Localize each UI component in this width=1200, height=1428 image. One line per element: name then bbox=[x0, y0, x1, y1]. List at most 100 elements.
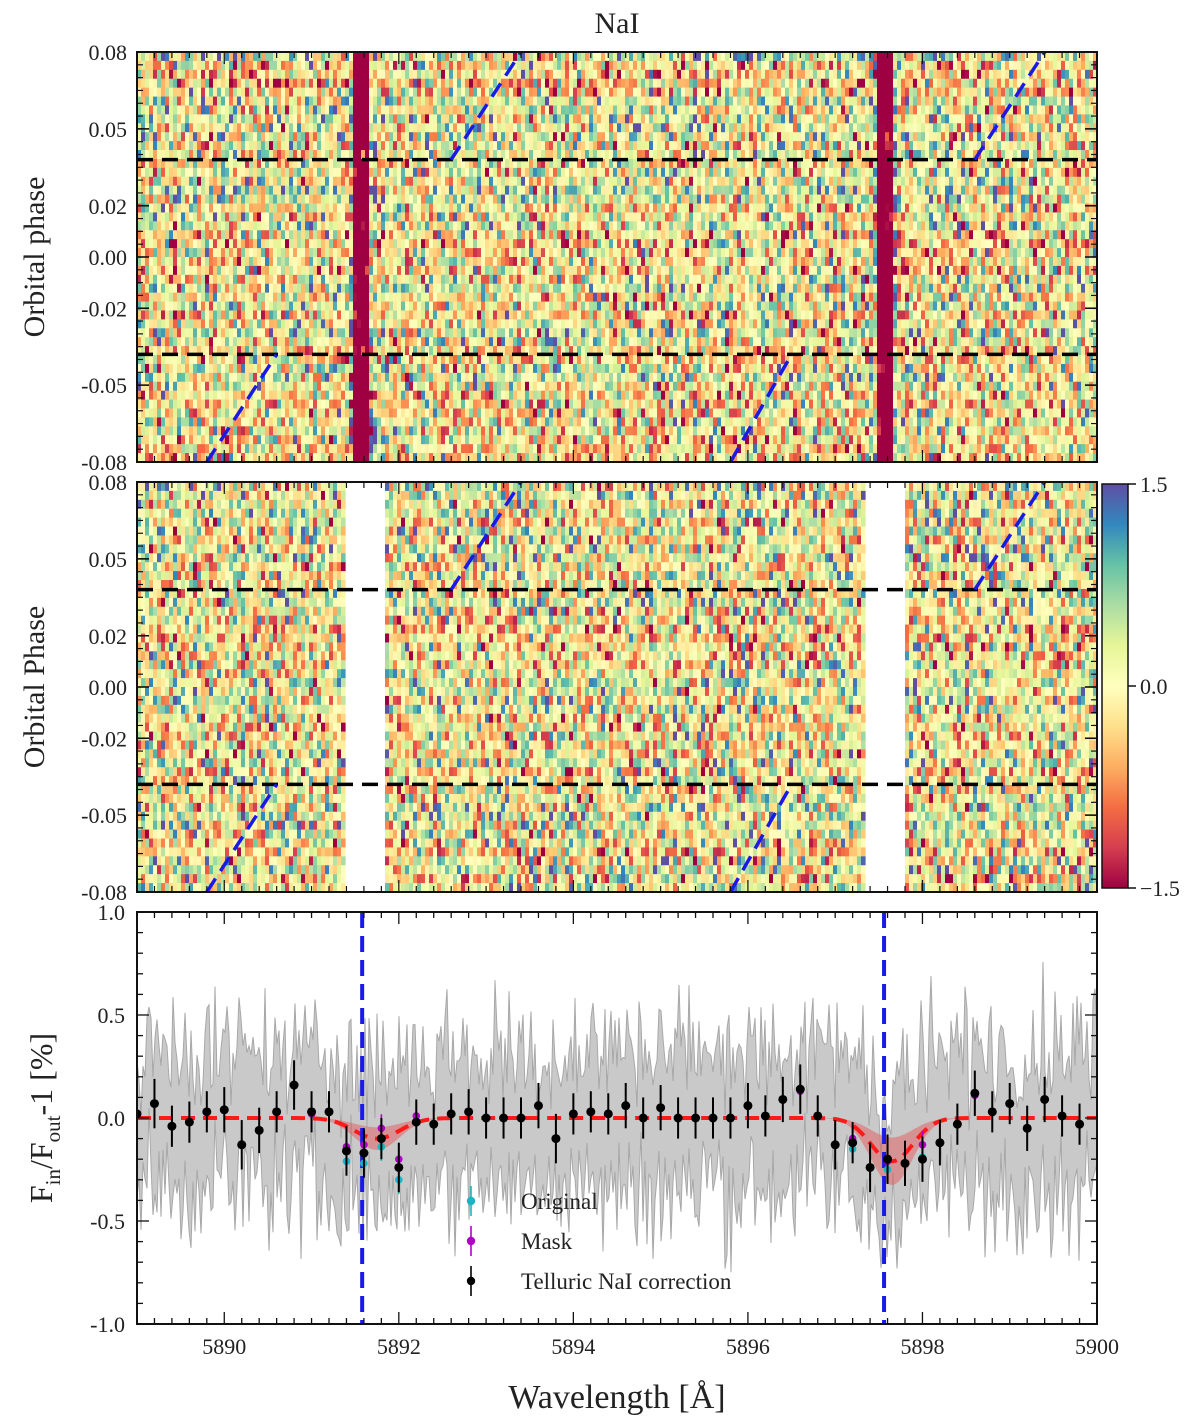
heatmap-cell bbox=[253, 52, 258, 62]
heatmap-cell bbox=[661, 96, 666, 107]
heatmap-cell bbox=[829, 176, 834, 187]
heatmap-cell bbox=[309, 60, 314, 71]
heatmap-cell bbox=[545, 221, 550, 231]
heatmap-cell bbox=[225, 150, 230, 160]
heatmap-cell bbox=[573, 96, 578, 107]
heatmap-cell bbox=[969, 176, 974, 187]
heatmap-cell bbox=[457, 150, 462, 160]
heatmap-cell bbox=[957, 123, 962, 133]
heatmap-cell bbox=[369, 87, 374, 98]
heatmap-cell bbox=[181, 60, 186, 71]
heatmap-cell bbox=[981, 176, 986, 187]
heatmap-cell bbox=[381, 123, 386, 133]
heatmap-cell bbox=[509, 150, 514, 160]
heatmap-cell bbox=[745, 176, 750, 187]
heatmap-cell bbox=[1089, 52, 1094, 62]
heatmap-cell bbox=[949, 212, 954, 222]
heatmap-cell bbox=[193, 221, 198, 231]
heatmap-cell bbox=[453, 69, 458, 80]
heatmap-cell bbox=[581, 158, 586, 169]
heatmap-cell bbox=[281, 78, 286, 89]
heatmap-cell bbox=[161, 52, 166, 62]
heatmap-cell bbox=[421, 87, 426, 98]
heatmap-cell bbox=[1057, 158, 1062, 169]
heatmap-cell bbox=[701, 203, 706, 214]
heatmap-cell bbox=[421, 78, 426, 89]
heatmap-cell bbox=[253, 132, 258, 142]
heatmap-cell bbox=[389, 123, 394, 133]
heatmap-cell bbox=[829, 96, 834, 107]
heatmap-cell bbox=[633, 69, 638, 80]
heatmap-cell bbox=[821, 52, 826, 62]
heatmap-cell bbox=[233, 194, 238, 205]
heatmap-cell bbox=[489, 87, 494, 98]
heatmap-cell bbox=[637, 158, 642, 169]
heatmap-cell bbox=[857, 132, 862, 142]
heatmap-cell bbox=[901, 167, 906, 178]
heatmap-cell bbox=[797, 203, 802, 214]
heatmap-cell bbox=[317, 69, 322, 80]
heatmap-cell bbox=[361, 185, 366, 196]
heatmap-cell bbox=[549, 96, 554, 107]
heatmap-cell bbox=[621, 230, 626, 240]
heatmap-cell bbox=[325, 150, 330, 160]
heatmap-cell bbox=[529, 203, 534, 214]
heatmap-cell bbox=[613, 114, 618, 124]
heatmap-cell bbox=[257, 123, 262, 133]
heatmap-cell bbox=[265, 105, 270, 115]
heatmap-cell bbox=[929, 167, 934, 178]
heatmap-cell bbox=[817, 87, 822, 98]
heatmap-cell bbox=[477, 167, 482, 178]
heatmap-cell bbox=[965, 167, 970, 178]
heatmap-cell bbox=[249, 114, 254, 124]
heatmap-cell bbox=[437, 158, 442, 169]
heatmap-cell bbox=[901, 141, 906, 151]
heatmap-cell bbox=[313, 141, 318, 151]
heatmap-cell bbox=[333, 114, 338, 124]
heatmap-cell bbox=[341, 150, 346, 160]
heatmap-cell bbox=[453, 52, 458, 62]
heatmap-cell bbox=[1045, 150, 1050, 160]
heatmap-cell bbox=[357, 221, 362, 231]
heatmap-cell bbox=[557, 221, 562, 231]
heatmap-cell bbox=[705, 212, 710, 222]
heatmap-cell bbox=[621, 132, 626, 142]
heatmap-cell bbox=[1081, 60, 1086, 71]
heatmap-cell bbox=[297, 78, 302, 89]
heatmap-cell bbox=[145, 105, 150, 115]
heatmap-cell bbox=[489, 52, 494, 62]
heatmap-cell bbox=[597, 87, 602, 98]
heatmap-cell bbox=[757, 150, 762, 160]
heatmap-cell bbox=[697, 52, 702, 62]
heatmap-cell bbox=[649, 221, 654, 231]
heatmap-cell bbox=[249, 78, 254, 89]
heatmap-cell bbox=[565, 158, 570, 169]
heatmap-cell bbox=[273, 141, 278, 151]
heatmap-cell bbox=[461, 60, 466, 71]
heatmap-cell bbox=[885, 123, 890, 133]
heatmap-cell bbox=[745, 52, 750, 62]
heatmap-cell bbox=[985, 123, 990, 133]
heatmap-cell bbox=[1049, 185, 1054, 196]
heatmap-cell bbox=[981, 150, 986, 160]
heatmap-cell bbox=[349, 167, 354, 178]
heatmap-cell bbox=[1033, 114, 1038, 124]
heatmap-cell bbox=[773, 141, 778, 151]
heatmap-cell bbox=[333, 203, 338, 214]
heatmap-cell bbox=[413, 60, 418, 71]
heatmap-cell bbox=[981, 158, 986, 169]
heatmap-cell bbox=[861, 212, 866, 222]
heatmap-cell bbox=[157, 52, 162, 62]
heatmap-cell bbox=[1017, 203, 1022, 214]
heatmap-cell bbox=[1013, 185, 1018, 196]
heatmap-cell bbox=[161, 203, 166, 214]
heatmap-cell bbox=[757, 69, 762, 80]
heatmap-cell bbox=[729, 212, 734, 222]
heatmap-cell bbox=[965, 158, 970, 169]
heatmap-cell bbox=[765, 141, 770, 151]
heatmap-cell bbox=[421, 221, 426, 231]
heatmap-cell bbox=[597, 123, 602, 133]
heatmap-cell bbox=[277, 52, 282, 62]
heatmap-cell bbox=[689, 132, 694, 142]
heatmap-cell bbox=[241, 212, 246, 222]
